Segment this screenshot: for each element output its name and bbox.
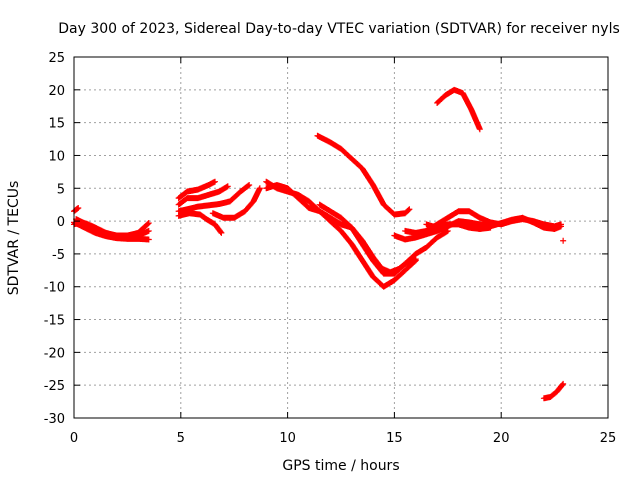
series-arc-mid-5: [209, 185, 263, 221]
tick-layer: 0 5 10 15 20 25 -30 -25 -20 -15 -10 -5 0 5 10 15 20 25: [44, 51, 617, 446]
x-tick-label: 25: [600, 431, 617, 446]
data-points: [175, 181, 253, 215]
y-tick-label: 15: [48, 117, 65, 132]
data-points: [423, 221, 494, 232]
data-layer: [71, 86, 567, 402]
series-arc-mid-2: [175, 183, 231, 208]
grid-layer: [74, 57, 608, 418]
series-arc-high: [314, 132, 413, 218]
y-tick-label: -20: [44, 346, 65, 361]
series-arc-early-4: [73, 216, 152, 240]
data-points: [209, 185, 263, 221]
y-tick-label: 0: [57, 215, 65, 230]
series-arc-mid-3: [175, 181, 253, 215]
chart-title: Day 300 of 2023, Sidereal Day-to-day VTE…: [58, 21, 620, 37]
x-tick-label: 10: [279, 431, 296, 446]
data-points: [175, 183, 231, 208]
y-tick-label: -25: [44, 379, 65, 394]
y-tick-label: -10: [44, 281, 65, 296]
x-tick-label: 0: [70, 431, 78, 446]
plot-frame: [73, 56, 609, 419]
y-tick-label: -30: [44, 412, 65, 427]
series-arc-early-1: [71, 204, 82, 215]
data-points: [263, 178, 419, 290]
y-tick-label: 10: [48, 149, 65, 164]
y-tick-label: 25: [48, 51, 65, 66]
series-arc-noon-2: [263, 178, 419, 290]
y-tick-label: 5: [57, 182, 65, 197]
data-points: [434, 86, 483, 133]
data-points: [540, 380, 567, 402]
y-tick-label: -15: [44, 314, 65, 329]
x-tick-label: 20: [493, 431, 510, 446]
data-points: [316, 201, 451, 277]
y-tick-label: 20: [48, 84, 65, 99]
series-arc-afternoon-3: [423, 221, 494, 232]
series-arc-peak: [434, 86, 483, 133]
data-points: [73, 216, 152, 240]
data-points: [314, 132, 413, 218]
x-tick-label: 5: [177, 431, 185, 446]
x-tick-label: 15: [386, 431, 403, 446]
data-points: [175, 178, 218, 202]
data-points: [175, 210, 225, 236]
series-arc-noon-3: [316, 201, 451, 277]
y-tick-label: -5: [52, 248, 65, 263]
x-axis-title: GPS time / hours: [282, 458, 399, 474]
series-arc-mid-4: [175, 210, 225, 236]
data-points: [560, 237, 567, 244]
series-arc-mid-1: [175, 178, 218, 202]
data-points: [71, 204, 82, 215]
series-arc-low: [540, 380, 567, 402]
y-axis-title: SDTVAR / TECUs: [6, 181, 22, 296]
series-arc-isolated: [560, 237, 567, 244]
